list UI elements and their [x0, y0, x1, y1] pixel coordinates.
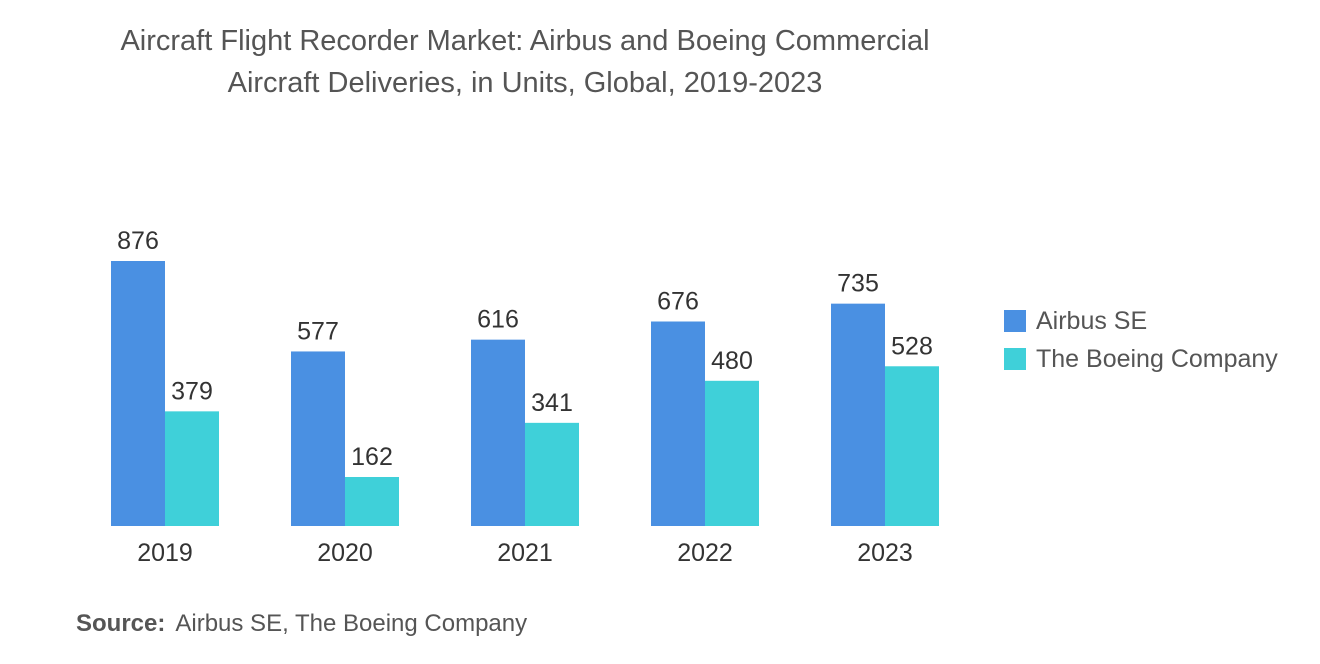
data-label-airbus-2022: 676 — [657, 288, 699, 316]
bar-boeing-2020 — [345, 476, 399, 526]
bar-airbus-2020 — [291, 351, 345, 526]
legend-swatch — [1004, 348, 1026, 370]
chart-title-line-2: Aircraft Deliveries, in Units, Global, 2… — [227, 67, 823, 99]
bar-boeing-2023 — [885, 366, 939, 526]
bar-boeing-2021 — [525, 422, 579, 526]
data-label-boeing-2022: 480 — [711, 347, 753, 375]
bar-boeing-2019 — [165, 411, 219, 526]
bar-airbus-2022 — [651, 321, 705, 526]
data-label-airbus-2021: 616 — [477, 306, 519, 334]
legend-label: Airbus SE — [1036, 306, 1148, 335]
data-label-boeing-2020: 162 — [351, 443, 393, 471]
x-tick-label-2022: 2022 — [677, 539, 733, 567]
data-label-airbus-2023: 735 — [837, 270, 879, 298]
legend-label: The Boeing Company — [1036, 344, 1278, 373]
bar-airbus-2019 — [111, 261, 165, 526]
x-tick-label-2019: 2019 — [137, 539, 193, 567]
chart-title: Aircraft Flight Recorder Market: Airbus … — [40, 20, 1010, 104]
data-label-boeing-2023: 528 — [891, 332, 933, 360]
x-tick-label-2020: 2020 — [317, 539, 373, 567]
source-note: Source: Airbus SE, The Boeing Company — [76, 610, 527, 638]
data-label-airbus-2019: 876 — [117, 227, 159, 255]
chart-title-line-1: Aircraft Flight Recorder Market: Airbus … — [120, 25, 930, 57]
data-label-boeing-2019: 379 — [171, 377, 213, 405]
source-text: Airbus SE, The Boeing Company — [175, 610, 528, 637]
chart-legend: Airbus SE The Boeing Company — [1004, 302, 1278, 378]
legend-item-airbus: Airbus SE — [1004, 302, 1278, 340]
bar-airbus-2021 — [471, 339, 525, 526]
data-label-airbus-2020: 577 — [297, 317, 339, 345]
source-label: Source: — [76, 610, 166, 637]
bar-airbus-2023 — [831, 303, 885, 526]
legend-item-boeing: The Boeing Company — [1004, 340, 1278, 378]
x-tick-label-2021: 2021 — [497, 539, 553, 567]
data-label-boeing-2021: 341 — [531, 389, 573, 417]
bar-boeing-2022 — [705, 380, 759, 526]
x-tick-label-2023: 2023 — [857, 539, 913, 567]
legend-swatch — [1004, 310, 1026, 332]
